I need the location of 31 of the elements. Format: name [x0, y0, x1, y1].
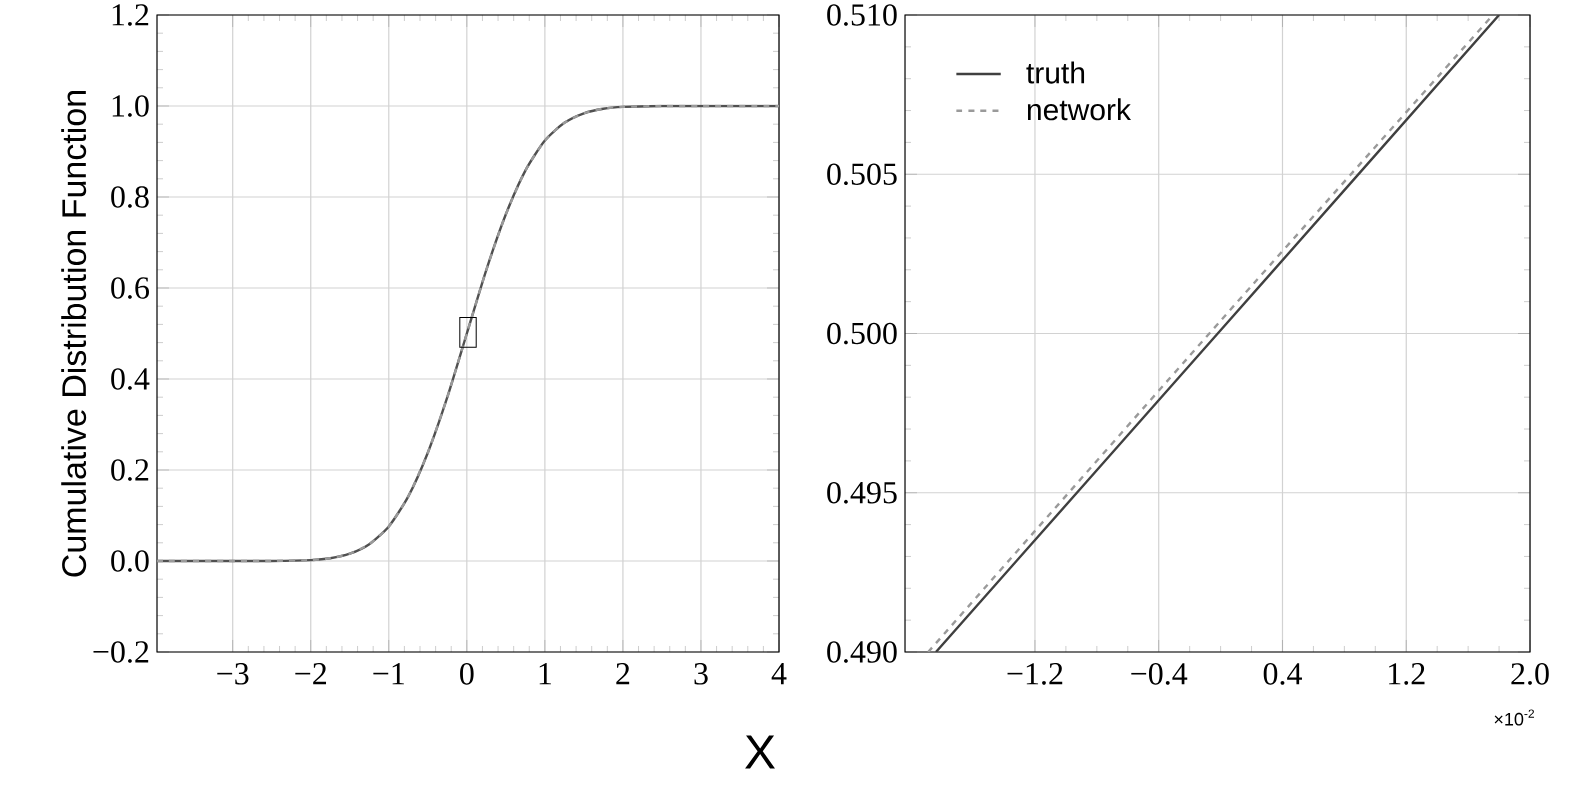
y-tick-label: 0.2: [111, 459, 149, 481]
x-tick-label: 4: [771, 663, 787, 685]
x-tick-label: −0.4: [1131, 663, 1188, 685]
y-tick-label: 1.2: [112, 4, 149, 26]
legend-label: network: [1027, 98, 1132, 121]
y-tick-label: −0.2: [93, 641, 149, 663]
y-tick-label: 0.6: [111, 277, 149, 299]
x-tick-label: −3: [217, 663, 249, 685]
x-tick-label: −2: [295, 663, 327, 685]
y-tick-label: 0.4: [111, 368, 150, 390]
y-tick-label: 0.8: [111, 186, 149, 208]
x-tick-label: 0: [460, 663, 474, 685]
y-tick-label: 0.0: [111, 550, 149, 572]
x-tick-label: 0.4: [1263, 663, 1302, 685]
y-tick-label: 0.500: [827, 322, 897, 345]
x-axis-title: X: [745, 735, 775, 769]
x-tick-label: 2.0: [1511, 663, 1549, 685]
x-tick-label: −1: [373, 663, 404, 685]
y-tick-label: 0.505: [827, 163, 897, 186]
x-tick-label: 2: [616, 663, 630, 685]
x-tick-label: −1.2: [1007, 663, 1063, 685]
x-tick-label: 3: [694, 663, 708, 685]
y-tick-label: 0.510: [827, 4, 897, 26]
y-axis-title: Cumulative Distribution Function: [61, 91, 87, 577]
y-tick-label: 0.495: [827, 481, 897, 504]
y-tick-label: 1.0: [112, 95, 149, 117]
x-tick-label: 1: [539, 663, 551, 685]
y-tick-label: 0.490: [827, 641, 897, 663]
text: ×10$^{-2}$: [1494, 709, 1535, 726]
legend-label: truth: [1026, 61, 1085, 84]
x-tick-label: 1.2: [1389, 663, 1425, 685]
